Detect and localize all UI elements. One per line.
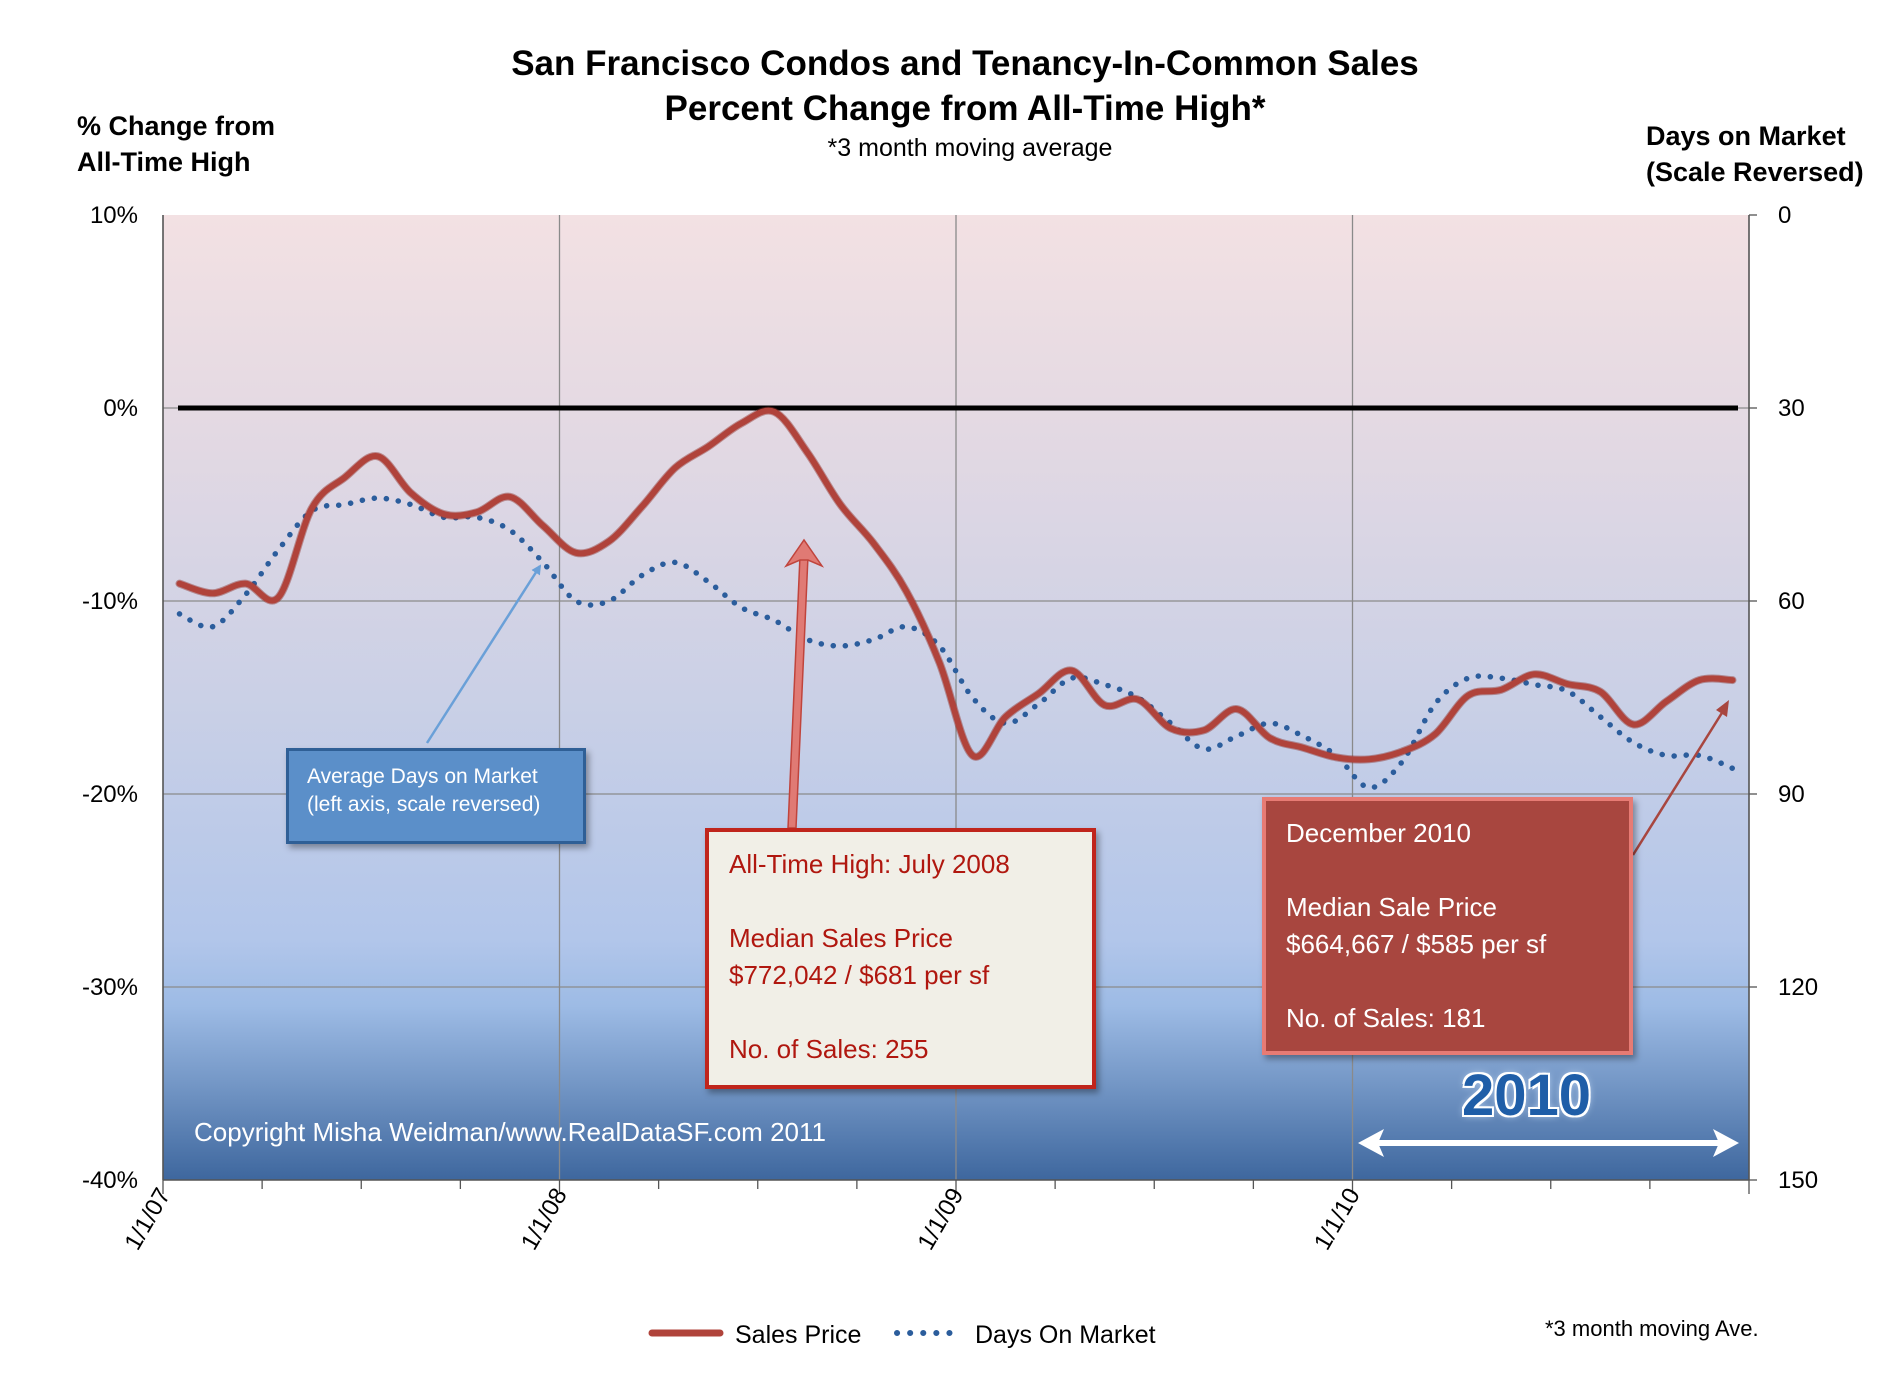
ath-sales-count: No. of Sales: 255 — [729, 1034, 929, 1064]
dec-price-label: Median Sale Price — [1286, 892, 1497, 922]
left-axis-title-line2: All-Time High — [77, 147, 251, 177]
legend: Sales Price Days On Market — [648, 1321, 1156, 1349]
footnote: *3 month moving Ave. — [1545, 1316, 1759, 1341]
right-tick-label: 60 — [1778, 588, 1805, 615]
dec-price-value: $664,667 / $585 per sf — [1286, 929, 1547, 959]
ath-price-value: $772,042 / $681 per sf — [729, 960, 990, 990]
right-tick-label: 120 — [1778, 974, 1818, 1001]
right-tick-label: 150 — [1778, 1167, 1818, 1194]
series — [175, 405, 1738, 791]
left-tick-label: -30% — [82, 974, 138, 1001]
dec-title: December 2010 — [1286, 818, 1471, 848]
x-tick-label: 1/1/07 — [119, 1184, 176, 1255]
ath-title: All-Time High: July 2008 — [729, 849, 1010, 879]
left-tick-label: 10% — [90, 202, 138, 229]
series-days-on-market-line — [176, 495, 1736, 791]
december-2010-callout: December 2010 Median Sale Price $664,667… — [1262, 797, 1633, 1055]
series-sales-price-line — [176, 407, 1736, 763]
left-axis-title-line1: % Change from — [77, 111, 275, 141]
days-callout-line2: (left axis, scale reversed) — [307, 793, 541, 816]
x-tick-label: 1/1/08 — [516, 1184, 573, 1255]
right-tick-label: 0 — [1778, 202, 1791, 229]
dec-arrow — [1631, 700, 1729, 856]
left-tick-label: -10% — [82, 588, 138, 615]
year-2010-badge: 2010 — [1462, 1063, 1592, 1128]
ath-price-label: Median Sales Price — [729, 923, 953, 953]
right-tick-label: 30 — [1778, 395, 1805, 422]
x-tick-label: 1/1/09 — [912, 1184, 969, 1255]
x-tick-label: 1/1/10 — [1309, 1184, 1366, 1255]
left-tick-label: -20% — [82, 781, 138, 808]
legend-days-on-market-label: Days On Market — [975, 1321, 1156, 1349]
days-callout-line1: Average Days on Market — [307, 765, 538, 788]
right-axis-title-line2: (Scale Reversed) — [1646, 157, 1864, 187]
chart-note: *3 month moving average — [828, 134, 1113, 162]
days-box-arrow — [425, 564, 542, 744]
right-axis-title-line1: Days on Market — [1646, 121, 1846, 151]
legend-sales-price-label: Sales Price — [735, 1321, 861, 1349]
chart-title: San Francisco Condos and Tenancy-In-Comm… — [511, 44, 1419, 83]
left-tick-label: 0% — [103, 395, 138, 422]
copyright-notice: Copyright Misha Weidman/www.RealDataSF.c… — [194, 1117, 826, 1147]
year-2010-span-arrow — [1358, 1129, 1739, 1157]
all-time-high-callout: All-Time High: July 2008 Median Sales Pr… — [705, 828, 1096, 1089]
chart-subtitle: Percent Change from All-Time High* — [665, 89, 1266, 128]
days-on-market-callout: Average Days on Market (left axis, scale… — [286, 748, 586, 844]
left-tick-label: -40% — [82, 1167, 138, 1194]
dec-sales-count: No. of Sales: 181 — [1286, 1003, 1486, 1033]
ath-arrow — [783, 538, 825, 829]
right-tick-label: 90 — [1778, 781, 1805, 808]
